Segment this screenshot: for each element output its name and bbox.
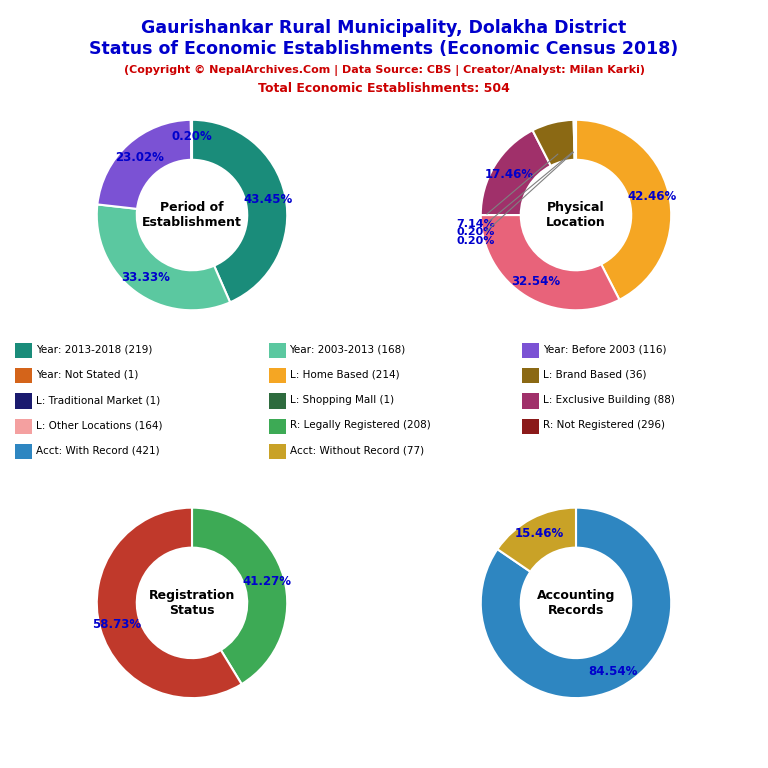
- Wedge shape: [574, 120, 575, 160]
- Wedge shape: [481, 215, 620, 310]
- Wedge shape: [192, 120, 287, 303]
- Wedge shape: [190, 120, 192, 160]
- Text: 42.46%: 42.46%: [627, 190, 677, 204]
- Text: Year: Not Stated (1): Year: Not Stated (1): [36, 369, 138, 380]
- Text: 0.20%: 0.20%: [457, 152, 573, 237]
- Text: 58.73%: 58.73%: [92, 617, 141, 631]
- Wedge shape: [532, 120, 574, 166]
- Text: Year: 2013-2018 (219): Year: 2013-2018 (219): [36, 344, 153, 355]
- Text: L: Exclusive Building (88): L: Exclusive Building (88): [543, 395, 675, 406]
- Text: Year: Before 2003 (116): Year: Before 2003 (116): [543, 344, 667, 355]
- Text: Period of
Establishment: Period of Establishment: [142, 201, 242, 229]
- Text: Physical
Location: Physical Location: [546, 201, 606, 229]
- Text: R: Not Registered (296): R: Not Registered (296): [543, 420, 665, 431]
- Text: 7.14%: 7.14%: [456, 154, 558, 229]
- Text: L: Shopping Mall (1): L: Shopping Mall (1): [290, 395, 394, 406]
- Wedge shape: [481, 131, 551, 215]
- Text: 43.45%: 43.45%: [243, 193, 293, 206]
- Text: R: Legally Registered (208): R: Legally Registered (208): [290, 420, 430, 431]
- Text: Year: 2003-2013 (168): Year: 2003-2013 (168): [290, 344, 406, 355]
- Wedge shape: [576, 120, 671, 300]
- Wedge shape: [498, 508, 576, 571]
- Text: 33.33%: 33.33%: [121, 271, 170, 284]
- Text: Acct: With Record (421): Acct: With Record (421): [36, 445, 160, 456]
- Wedge shape: [97, 508, 242, 698]
- Text: 0.20%: 0.20%: [457, 152, 574, 246]
- Text: L: Home Based (214): L: Home Based (214): [290, 369, 399, 380]
- Text: 84.54%: 84.54%: [588, 665, 637, 678]
- Text: 15.46%: 15.46%: [515, 528, 564, 541]
- Text: 41.27%: 41.27%: [243, 575, 292, 588]
- Text: Accounting
Records: Accounting Records: [537, 589, 615, 617]
- Text: 32.54%: 32.54%: [511, 275, 560, 288]
- Text: Acct: Without Record (77): Acct: Without Record (77): [290, 445, 424, 456]
- Text: Registration
Status: Registration Status: [149, 589, 235, 617]
- Text: (Copyright © NepalArchives.Com | Data Source: CBS | Creator/Analyst: Milan Karki: (Copyright © NepalArchives.Com | Data So…: [124, 65, 644, 75]
- Wedge shape: [574, 120, 576, 160]
- Wedge shape: [481, 508, 671, 698]
- Text: Gaurishankar Rural Municipality, Dolakha District: Gaurishankar Rural Municipality, Dolakha…: [141, 19, 627, 37]
- Text: L: Traditional Market (1): L: Traditional Market (1): [36, 395, 161, 406]
- Text: 0.20%: 0.20%: [171, 131, 212, 144]
- Wedge shape: [192, 508, 287, 684]
- Text: Status of Economic Establishments (Economic Census 2018): Status of Economic Establishments (Econo…: [89, 40, 679, 58]
- Text: L: Other Locations (164): L: Other Locations (164): [36, 420, 163, 431]
- Wedge shape: [98, 120, 191, 209]
- Text: L: Brand Based (36): L: Brand Based (36): [543, 369, 647, 380]
- Text: 17.46%: 17.46%: [485, 168, 534, 180]
- Wedge shape: [97, 204, 230, 310]
- Text: 23.02%: 23.02%: [115, 151, 164, 164]
- Text: Total Economic Establishments: 504: Total Economic Establishments: 504: [258, 82, 510, 95]
